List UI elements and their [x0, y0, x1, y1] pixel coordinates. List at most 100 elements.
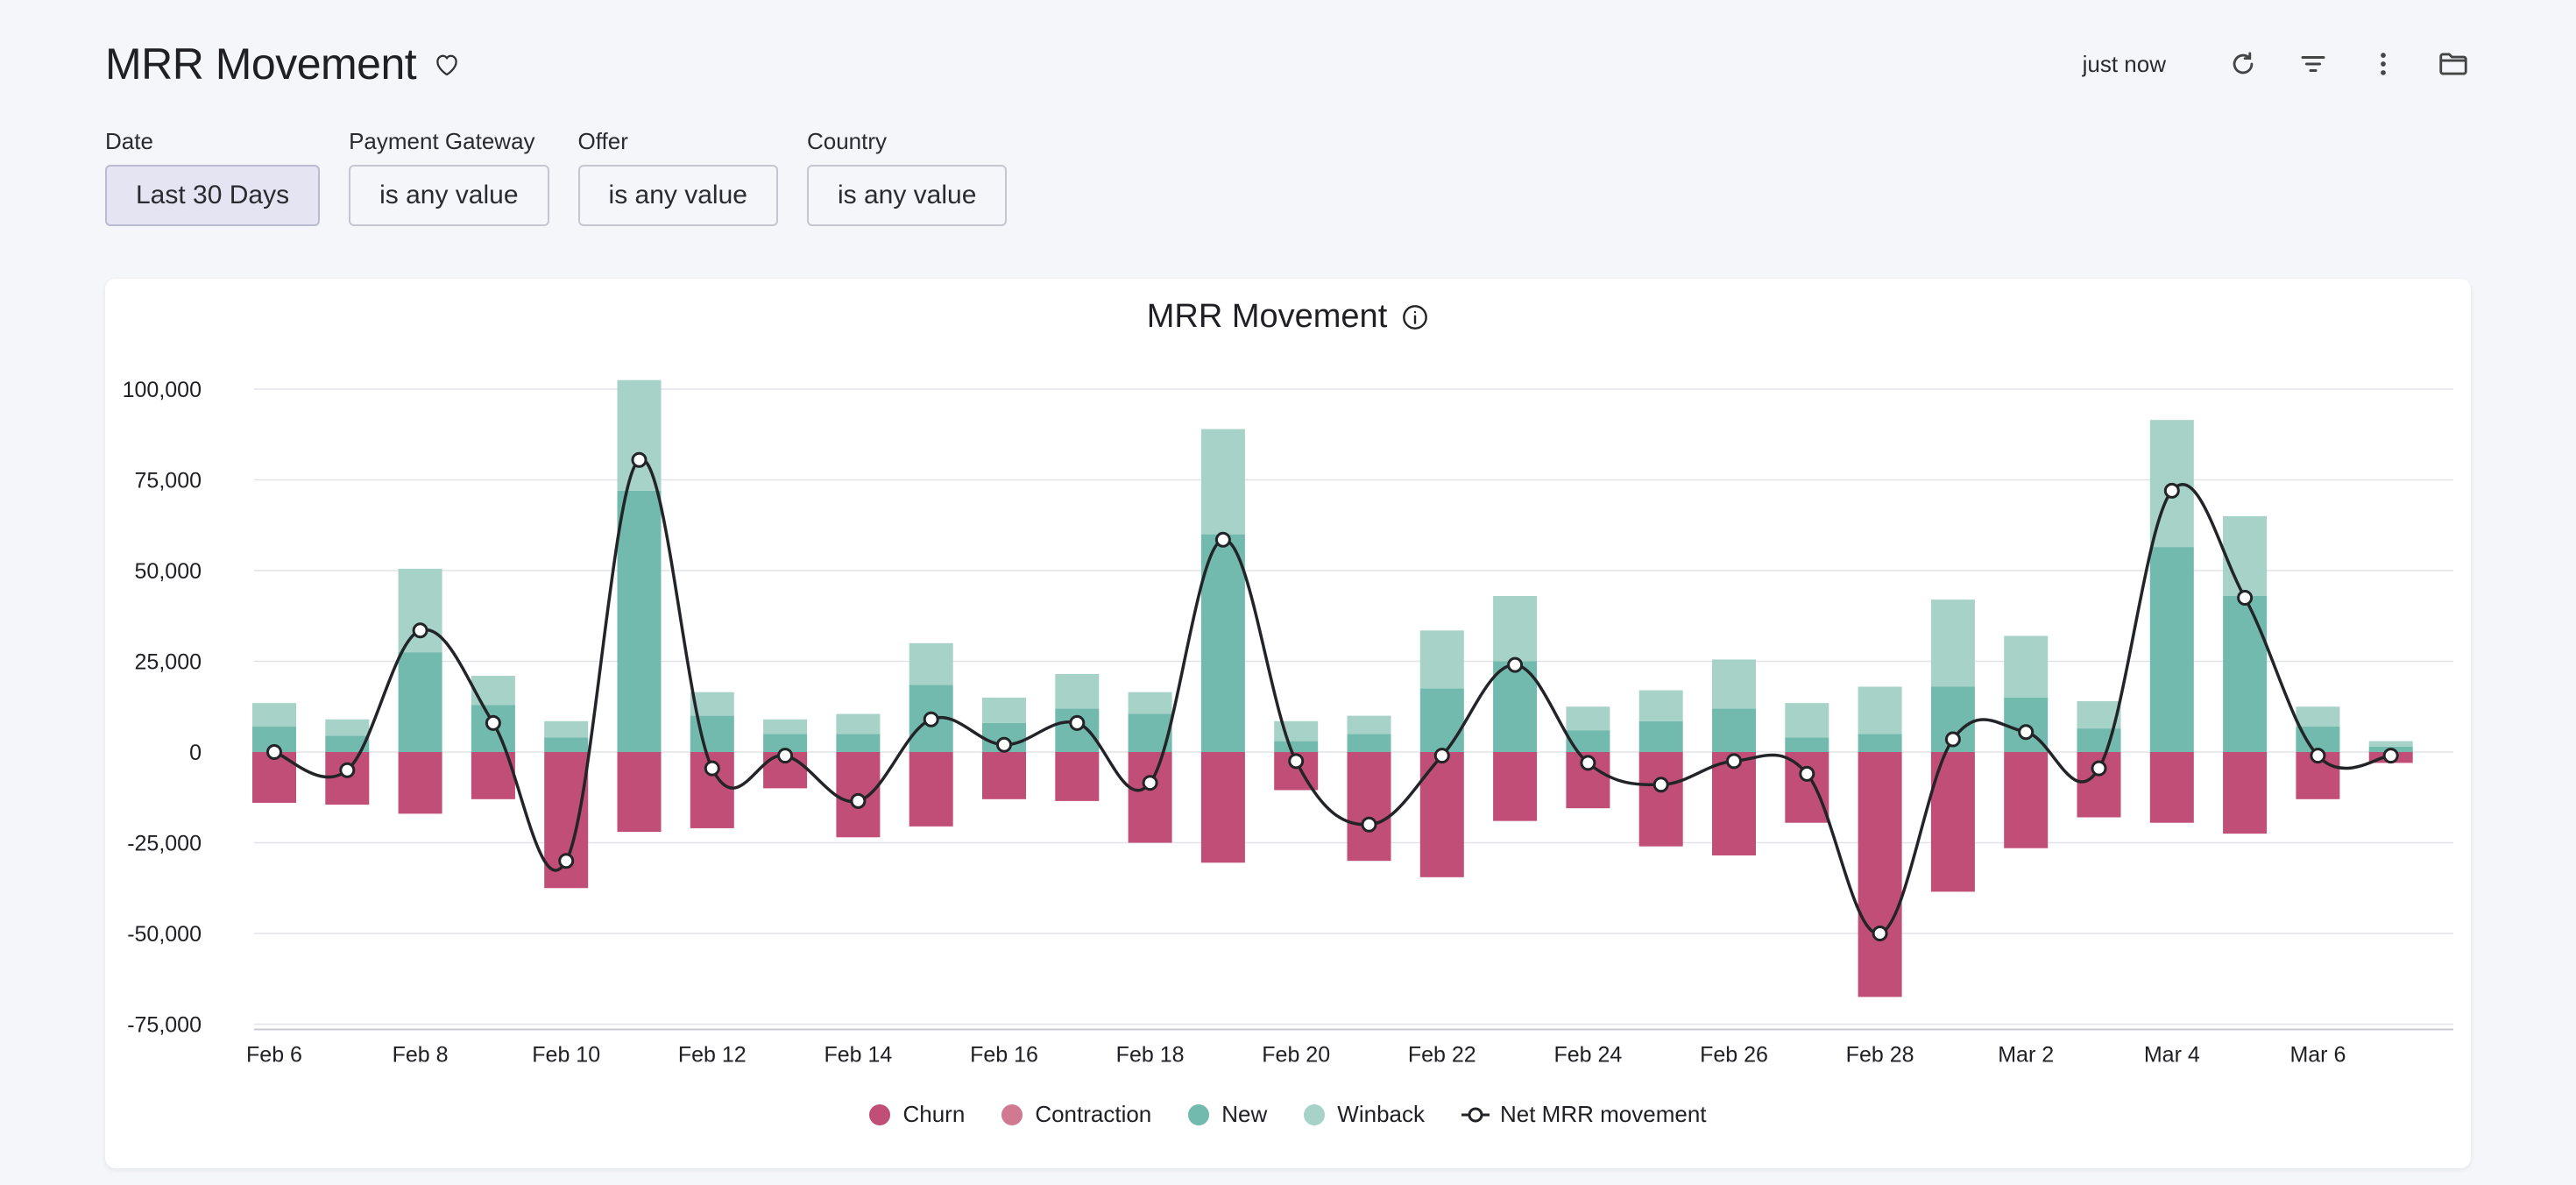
filter-date: Date Last 30 Days — [105, 128, 321, 226]
legend-item-net-mrr[interactable]: Net MRR movement — [1461, 1101, 1707, 1128]
bar-winback — [325, 719, 370, 736]
bar-winback — [398, 568, 442, 653]
bar-winback — [836, 713, 881, 734]
filter-label: Payment Gateway — [349, 128, 535, 154]
legend-item-contraction[interactable]: Contraction — [1001, 1101, 1151, 1128]
bar-churn — [2149, 752, 2194, 823]
bar-new — [763, 734, 808, 752]
bar-churn — [2004, 752, 2049, 848]
net-mrr-line — [273, 458, 2391, 935]
heart-icon[interactable] — [432, 49, 462, 79]
country-filter-button[interactable]: is any value — [806, 165, 1008, 226]
bar-new — [1493, 661, 1538, 752]
net-mrr-point — [1288, 753, 1305, 770]
bar-winback — [1566, 706, 1610, 731]
bar-winback — [909, 642, 953, 685]
legend-item-winback[interactable]: Winback — [1304, 1101, 1425, 1128]
net-mrr-point — [1142, 775, 1158, 791]
filter-payment-gateway: Payment Gateway is any value — [349, 128, 549, 226]
bar-winback — [2368, 741, 2413, 747]
x-tick-label: Feb 12 — [678, 1043, 747, 1068]
legend-label: Contraction — [1035, 1101, 1152, 1127]
y-tick-label: -25,000 — [127, 832, 202, 856]
y-tick-label: 0 — [189, 741, 202, 765]
legend-item-new[interactable]: New — [1188, 1101, 1267, 1128]
net-mrr-point — [1507, 656, 1524, 673]
title-group: MRR Movement — [105, 33, 462, 95]
bar-new — [1347, 734, 1391, 752]
bar-new — [1858, 734, 1902, 752]
filter-country: Country is any value — [806, 128, 1008, 226]
net-mrr-point — [2091, 760, 2107, 777]
net-mrr-point — [1580, 755, 1596, 771]
filter-icon[interactable] — [2296, 46, 2331, 82]
net-mrr-point — [1944, 731, 1961, 748]
filter-label: Date — [105, 128, 153, 154]
info-icon[interactable] — [1401, 303, 1429, 331]
bar-winback — [1785, 703, 1829, 738]
filter-offer: Offer is any value — [577, 128, 778, 226]
filter-bar: Date Last 30 Days Payment Gateway is any… — [105, 128, 1036, 226]
bar-new — [836, 734, 881, 752]
bar-winback — [1347, 715, 1391, 734]
folder-icon[interactable] — [2436, 46, 2471, 82]
payment-gateway-filter-button[interactable]: is any value — [349, 165, 549, 226]
bar-new — [1638, 720, 1683, 752]
x-tick-label: Feb 10 — [532, 1043, 600, 1068]
x-tick-label: Feb 6 — [246, 1043, 302, 1068]
x-tick-label: Feb 8 — [393, 1043, 449, 1068]
x-tick-label: Feb 28 — [1846, 1043, 1914, 1068]
y-tick-label: -75,000 — [127, 1013, 202, 1038]
net-mrr-point — [266, 744, 282, 760]
net-mrr-point — [850, 792, 867, 809]
net-mrr-point — [923, 711, 939, 727]
offer-filter-button[interactable]: is any value — [577, 165, 778, 226]
legend-label: Net MRR movement — [1500, 1101, 1707, 1127]
refresh-icon[interactable] — [2226, 46, 2261, 82]
bar-churn — [909, 752, 953, 827]
bar-winback — [544, 720, 589, 738]
legend-label: Winback — [1337, 1101, 1425, 1127]
net-mrr-point — [558, 853, 575, 869]
bar-winback — [1712, 659, 1756, 709]
bar-winback — [1055, 673, 1100, 709]
bar-churn — [1858, 752, 1902, 997]
net-mrr-point — [996, 736, 1012, 753]
filter-label: Offer — [577, 128, 628, 154]
bar-new — [1566, 730, 1610, 752]
bar-churn — [982, 752, 1026, 799]
more-options-icon[interactable] — [2366, 46, 2401, 82]
x-tick-label: Feb 22 — [1408, 1043, 1476, 1068]
x-tick-label: Mar 2 — [1998, 1043, 2054, 1068]
mrr-chart: 100,000 75,000 50,000 25,000 0 -25,000 -50,000… — [123, 378, 2453, 1068]
bar-new — [2077, 728, 2121, 752]
bar-winback — [471, 676, 515, 706]
chart-card: 100,000 75,000 50,000 25,000 0 -25,000 -50,000… — [105, 279, 2471, 1168]
net-mrr-point — [1214, 531, 1231, 548]
x-tick-label: Feb 26 — [1700, 1043, 1768, 1068]
x-tick-label: Mar 4 — [2144, 1043, 2200, 1068]
net-mrr-point — [2163, 482, 2180, 499]
bar-churn — [1419, 752, 1464, 877]
net-mrr-point — [1872, 926, 1888, 941]
x-tick-label: Feb 14 — [824, 1043, 892, 1068]
bar-winback — [1274, 720, 1319, 742]
bar-winback — [252, 703, 296, 727]
net-mrr-point — [339, 762, 356, 778]
bar-new — [690, 715, 734, 752]
net-mrr-point — [485, 714, 501, 731]
chart-title: MRR Movement — [1146, 298, 1388, 335]
net-mrr-point — [412, 622, 428, 639]
legend-swatch — [1001, 1103, 1023, 1125]
date-filter-button[interactable]: Last 30 Days — [105, 165, 321, 226]
y-tick-label: -50,000 — [127, 922, 202, 947]
legend-label: New — [1221, 1101, 1268, 1127]
bar-churn — [1055, 752, 1100, 801]
legend-item-churn[interactable]: Churn — [869, 1101, 965, 1128]
legend-label: Churn — [902, 1101, 966, 1127]
net-mrr-point — [1361, 816, 1377, 833]
net-mrr-point — [631, 451, 648, 468]
bar-new — [1419, 688, 1464, 752]
bar-winback — [2004, 635, 2049, 698]
net-mrr-point — [1652, 777, 1669, 793]
